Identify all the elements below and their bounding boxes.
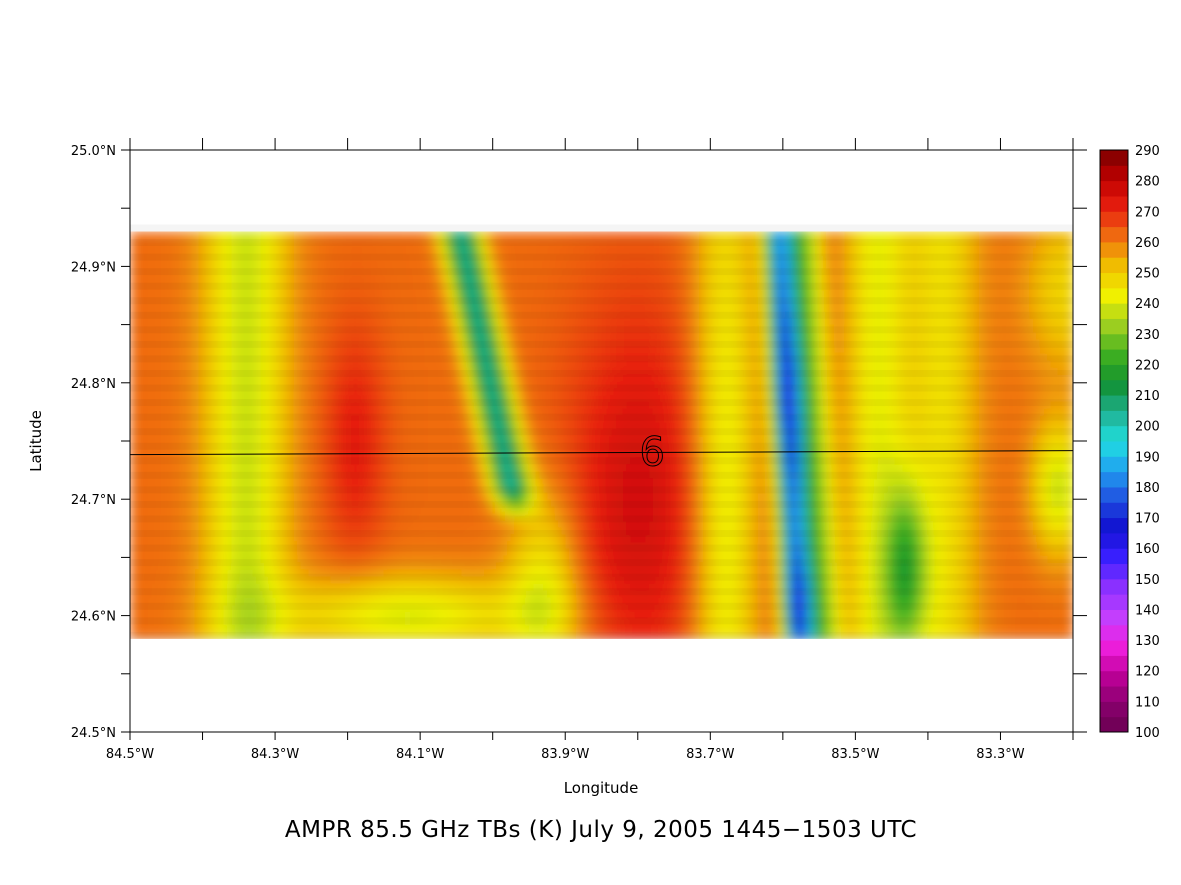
- colorbar-band: [1100, 624, 1128, 641]
- colorbar-band: [1100, 303, 1128, 319]
- colorbar-tick-label: 100: [1135, 726, 1160, 741]
- colorbar-band: [1100, 318, 1128, 335]
- colorbar-band: [1100, 241, 1128, 258]
- colorbar-band: [1100, 578, 1128, 595]
- colorbar-tick-label: 230: [1135, 328, 1160, 343]
- colorbar-tick-label: 220: [1135, 358, 1160, 373]
- colorbar-band: [1100, 287, 1128, 304]
- colorbar-band: [1100, 395, 1128, 411]
- colorbar-tick-label: 110: [1135, 695, 1160, 710]
- x-tick-label: 83.9°W: [541, 747, 589, 762]
- x-tick-label: 84.5°W: [106, 747, 154, 762]
- colorbar-band: [1100, 226, 1128, 243]
- colorbar-band: [1100, 670, 1128, 687]
- colorbar-band: [1100, 548, 1128, 565]
- colorbar-band: [1100, 471, 1128, 488]
- y-tick-label: 24.9°N: [71, 260, 116, 275]
- colorbar-tick-label: 290: [1135, 144, 1160, 159]
- colorbar: 100 110 120 130 140 150 160 170 180 190 200 210 220 2…: [1099, 144, 1160, 741]
- colorbar-band: [1100, 441, 1128, 457]
- x-axis-title: Longitude: [564, 779, 639, 797]
- colorbar-tick-label: 240: [1135, 297, 1160, 312]
- colorbar-band: [1100, 594, 1128, 610]
- y-tick-label: 24.5°N: [71, 726, 116, 741]
- x-tick-label: 83.3°W: [976, 747, 1024, 762]
- colorbar-band: [1100, 563, 1128, 580]
- y-tick-label: 24.7°N: [71, 493, 116, 508]
- heatmap-field: [130, 150, 1073, 732]
- colorbar-band: [1100, 609, 1128, 626]
- colorbar-tick-label: 250: [1135, 267, 1160, 282]
- colorbar-tick-label: 180: [1135, 481, 1160, 496]
- colorbar-band: [1100, 257, 1128, 274]
- colorbar-frame: [1099, 149, 1129, 733]
- y-tick-label: 25.0°N: [71, 144, 116, 159]
- colorbar-tick-label: 200: [1135, 420, 1160, 435]
- colorbar-band: [1100, 165, 1128, 182]
- x-tick-label: 84.1°W: [396, 747, 444, 762]
- colorbar-band: [1100, 410, 1128, 427]
- x-tick-label: 84.3°W: [251, 747, 299, 762]
- colorbar-tick-label: 210: [1135, 389, 1160, 404]
- flight-track-line: [129, 450, 1074, 456]
- colorbar-band: [1100, 502, 1128, 519]
- colorbar-band: [1100, 655, 1128, 672]
- y-axis: 24.5°N 24.6°N 24.7°N 24.8°N 24.9°N 25.0°N: [71, 144, 1087, 741]
- colorbar-band: [1100, 333, 1128, 350]
- colorbar-band: [1100, 686, 1128, 702]
- colorbar-band: [1100, 486, 1128, 503]
- colorbar-tick-label: 280: [1135, 175, 1160, 190]
- colorbar-band: [1100, 195, 1128, 212]
- colorbar-band: [1100, 517, 1128, 534]
- y-tick-label: 24.6°N: [71, 610, 116, 625]
- colorbar-tick-label: 150: [1135, 573, 1160, 588]
- colorbar-band: [1100, 349, 1128, 365]
- x-axis: 84.5°W 84.3°W 84.1°W 83.9°W 83.7°W 83.5°W 83.3…: [106, 138, 1074, 762]
- colorbar-band: [1100, 180, 1128, 197]
- y-axis-title: Latitude: [27, 410, 45, 472]
- colorbar-tick-label: 120: [1135, 665, 1160, 680]
- chart-title: AMPR 85.5 GHz TBs (K) July 9, 2005 1445−…: [285, 817, 917, 843]
- colorbar-band: [1100, 716, 1128, 733]
- colorbar-tick-label: 130: [1135, 634, 1160, 649]
- colorbar-band: [1100, 211, 1128, 228]
- colorbar-tick-label: 170: [1135, 512, 1160, 527]
- colorbar-band: [1100, 272, 1128, 289]
- y-tick-label: 24.8°N: [71, 377, 116, 392]
- colorbar-tick-label: 190: [1135, 450, 1160, 465]
- colorbar-band: [1100, 379, 1128, 396]
- colorbar-band: [1100, 425, 1128, 442]
- colorbar-band: [1100, 532, 1128, 549]
- colorbar-band: [1100, 701, 1128, 718]
- colorbar-tick-label: 260: [1135, 236, 1160, 251]
- storm-marker: 6: [640, 430, 665, 476]
- colorbar-tick-label: 270: [1135, 205, 1160, 220]
- colorbar-band: [1100, 456, 1128, 473]
- x-tick-label: 83.7°W: [686, 747, 734, 762]
- colorbar-band: [1100, 150, 1128, 166]
- x-tick-label: 83.5°W: [831, 747, 879, 762]
- colorbar-band: [1100, 364, 1128, 381]
- colorbar-tick-label: 160: [1135, 542, 1160, 557]
- colorbar-band: [1100, 640, 1128, 656]
- colorbar-tick-label: 140: [1135, 603, 1160, 618]
